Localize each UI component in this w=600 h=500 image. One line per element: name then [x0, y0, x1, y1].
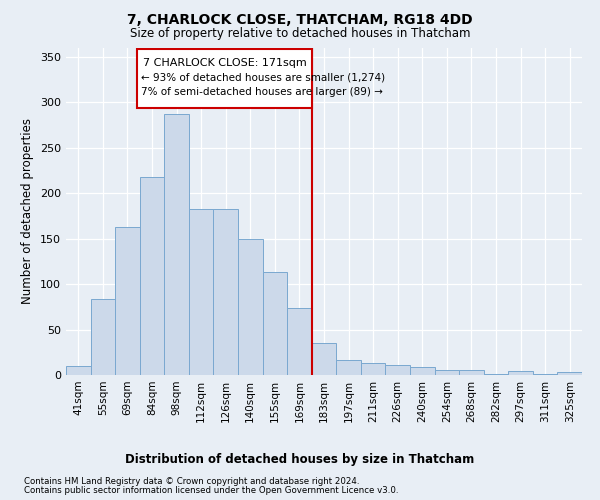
Bar [189, 208, 214, 375]
Text: 7 CHARLOCK CLOSE: 171sqm: 7 CHARLOCK CLOSE: 171sqm [143, 58, 307, 68]
Text: 7, CHARLOCK CLOSE, THATCHAM, RG18 4DD: 7, CHARLOCK CLOSE, THATCHAM, RG18 4DD [127, 12, 473, 26]
Text: Distribution of detached houses by size in Thatcham: Distribution of detached houses by size … [125, 452, 475, 466]
Text: 7% of semi-detached houses are larger (89) →: 7% of semi-detached houses are larger (8… [141, 86, 383, 97]
Bar [164, 114, 189, 375]
Bar [238, 240, 263, 375]
Text: Contains public sector information licensed under the Open Government Licence v3: Contains public sector information licen… [24, 486, 398, 495]
Bar [533, 374, 557, 375]
Bar [434, 370, 459, 375]
Text: Contains HM Land Registry data © Crown copyright and database right 2024.: Contains HM Land Registry data © Crown c… [24, 477, 359, 486]
Bar [557, 372, 582, 375]
Bar [508, 372, 533, 375]
Bar [263, 272, 287, 375]
Text: Size of property relative to detached houses in Thatcham: Size of property relative to detached ho… [130, 28, 470, 40]
Bar [361, 363, 385, 375]
FancyBboxPatch shape [137, 50, 312, 108]
Bar [115, 226, 140, 375]
Bar [66, 366, 91, 375]
Y-axis label: Number of detached properties: Number of detached properties [22, 118, 34, 304]
Bar [214, 208, 238, 375]
Bar [410, 367, 434, 375]
Bar [459, 370, 484, 375]
Bar [484, 374, 508, 375]
Bar [385, 365, 410, 375]
Bar [287, 308, 312, 375]
Bar [336, 360, 361, 375]
Bar [312, 343, 336, 375]
Bar [91, 300, 115, 375]
Bar [140, 176, 164, 375]
Text: ← 93% of detached houses are smaller (1,274): ← 93% of detached houses are smaller (1,… [141, 73, 385, 83]
